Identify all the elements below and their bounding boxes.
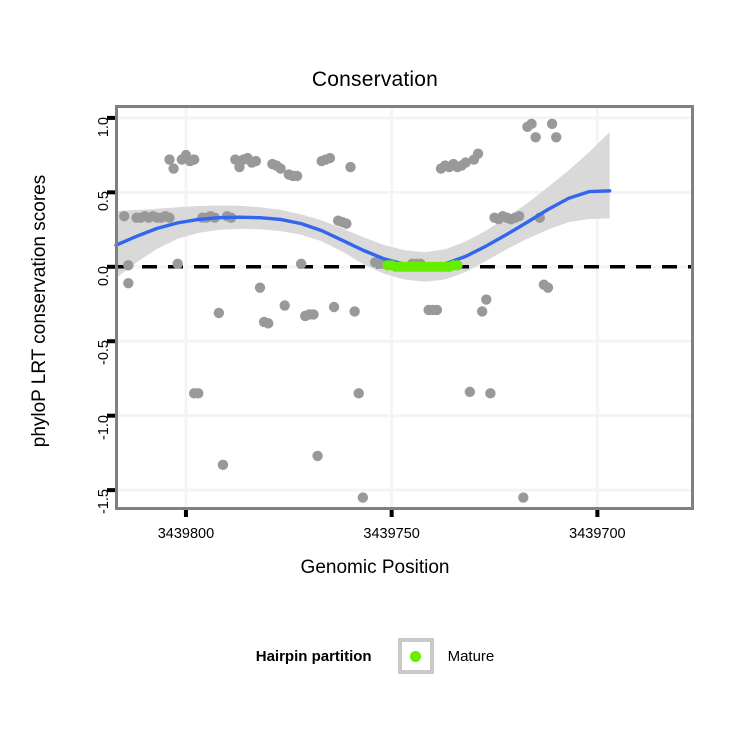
x-tick-label: 3439750: [363, 526, 420, 542]
panel-border: [115, 105, 694, 510]
x-tick-label: 3439800: [157, 526, 215, 542]
legend: Hairpin partition Mature: [0, 638, 750, 674]
green-dot-icon: [410, 650, 422, 662]
mature-points: [382, 260, 463, 272]
page-title: Conservation: [311, 68, 439, 91]
y-tick-label: 0.5: [96, 191, 112, 212]
legend-key-mature[interactable]: [397, 638, 434, 674]
y-tick-label: 1.0: [96, 116, 112, 138]
y-tick-label: 0.0: [96, 265, 112, 286]
y-tick-label: -1.0: [96, 414, 112, 440]
legend-title: Hairpin partition: [255, 647, 372, 665]
x-tick-label: 3439700: [569, 526, 626, 542]
y-tick-label: -0.5: [96, 340, 112, 366]
y-tick-label: -1.5: [96, 489, 112, 515]
legend-label-mature: Mature: [447, 647, 495, 665]
smooth-trend-line: [114, 189, 612, 269]
x-axis-title: Genomic Position: [300, 557, 450, 578]
